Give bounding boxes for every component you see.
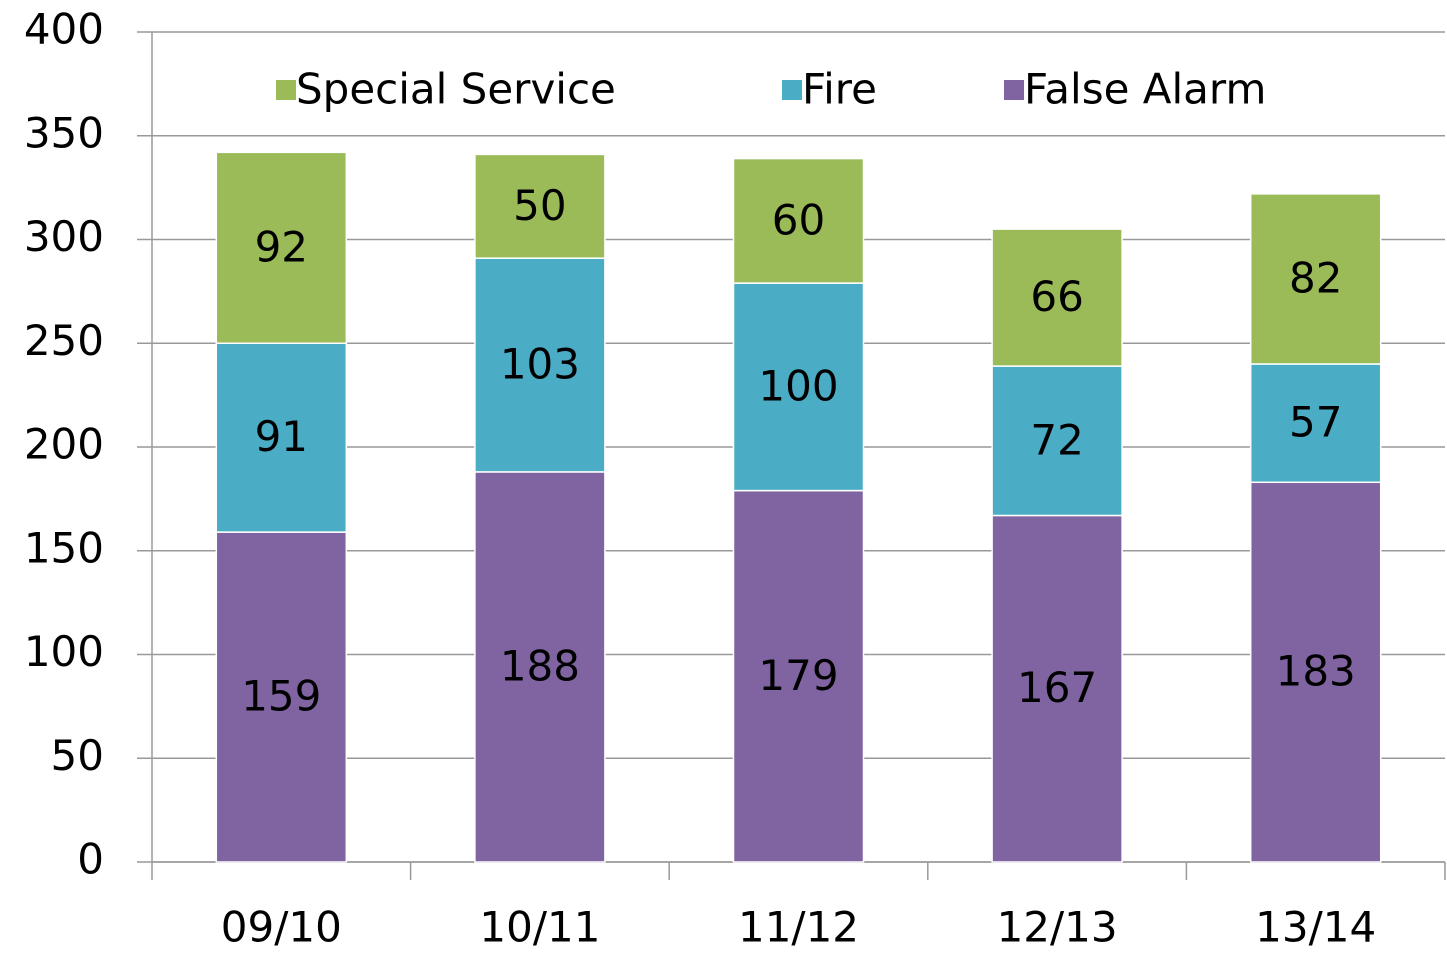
legend-swatch — [782, 80, 802, 100]
y-tick-label: 150 — [24, 523, 104, 572]
bar-segment — [991, 514, 1123, 863]
legend-swatch — [276, 80, 296, 100]
bar-segment — [732, 157, 865, 284]
bar-segment — [215, 531, 348, 863]
x-tick-label: 13/14 — [1255, 903, 1376, 952]
y-tick-label: 50 — [51, 731, 104, 780]
bar-segment — [1249, 363, 1382, 484]
legend-swatch — [1004, 80, 1024, 100]
bar-segment — [991, 228, 1123, 367]
legend-label: Special Service — [296, 65, 616, 114]
bar-segment — [1249, 481, 1382, 863]
x-tick-label: 12/13 — [997, 903, 1118, 952]
data-label: 159 — [241, 672, 321, 721]
y-tick-label: 0 — [77, 835, 104, 884]
bar-segment — [474, 471, 606, 863]
bar-segment — [1249, 193, 1382, 365]
data-label: 167 — [1017, 663, 1097, 712]
legend-label: Fire — [802, 65, 877, 114]
data-label: 50 — [513, 181, 566, 230]
data-label: 57 — [1289, 398, 1342, 447]
data-label: 92 — [255, 222, 308, 271]
bar-segment — [474, 153, 606, 259]
data-label: 72 — [1030, 415, 1083, 464]
data-label: 103 — [500, 340, 580, 389]
bar-segment — [215, 342, 348, 533]
y-tick-label: 350 — [24, 108, 104, 157]
data-label: 66 — [1030, 272, 1083, 321]
bar-segment — [215, 151, 348, 344]
bar-segment — [991, 365, 1123, 517]
data-label: 183 — [1276, 647, 1356, 696]
y-tick-label: 200 — [24, 420, 104, 469]
y-tick-label: 300 — [24, 212, 104, 261]
data-label: 82 — [1289, 253, 1342, 302]
data-label: 91 — [255, 412, 308, 461]
data-label: 60 — [772, 195, 825, 244]
x-tick-label: 09/10 — [221, 903, 342, 952]
y-tick-label: 100 — [24, 627, 104, 676]
y-tick-label: 250 — [24, 316, 104, 365]
data-label: 188 — [500, 641, 580, 690]
legend-label: False Alarm — [1024, 65, 1266, 114]
bar-segment — [732, 489, 865, 863]
data-label: 179 — [758, 651, 838, 700]
x-tick-label: 11/12 — [738, 903, 859, 952]
bar-segment — [474, 257, 606, 473]
y-tick-label: 400 — [24, 5, 104, 54]
data-label: 100 — [758, 361, 838, 410]
x-tick-label: 10/11 — [479, 903, 600, 952]
